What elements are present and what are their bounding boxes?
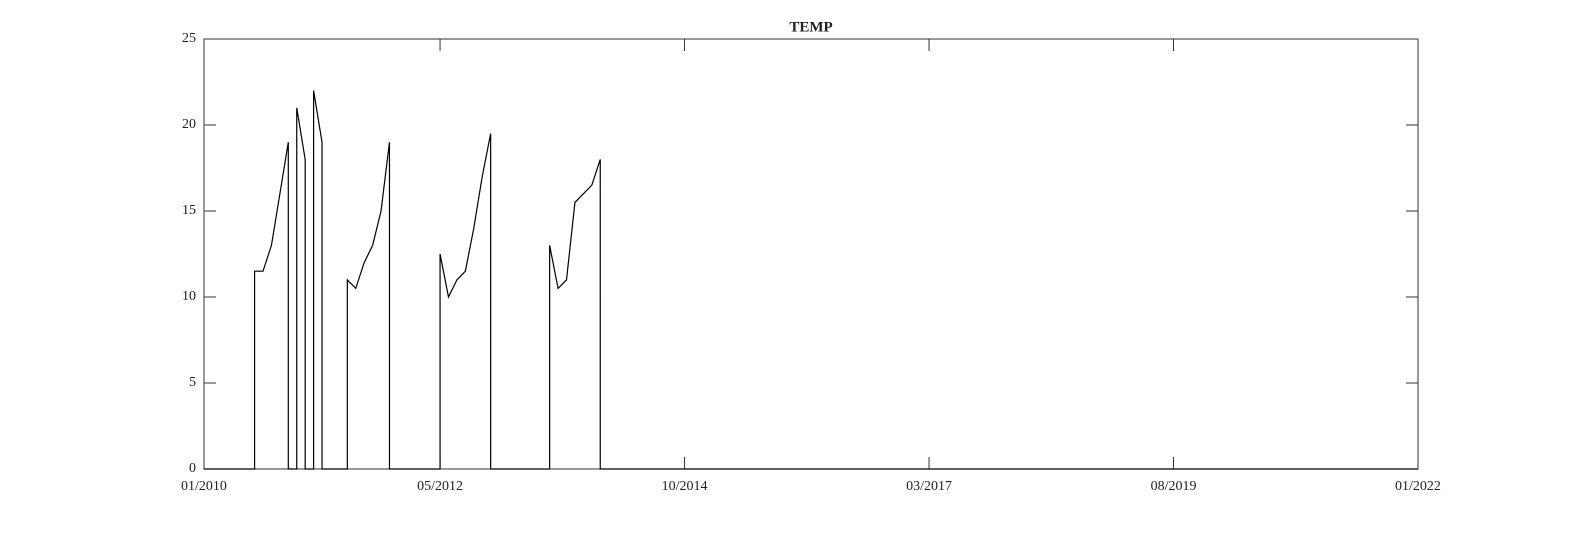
x-tick-label: 01/2022 (1395, 479, 1441, 494)
x-tick-label: 03/2017 (906, 479, 952, 494)
x-tick-label: 01/2010 (181, 479, 227, 494)
y-tick-label: 0 (189, 461, 196, 476)
y-tick-label: 15 (182, 203, 196, 218)
y-tick-label: 25 (182, 31, 196, 46)
x-tick-label: 05/2012 (417, 479, 463, 494)
y-tick-label: 5 (189, 375, 196, 390)
plot-frame (203, 38, 1419, 470)
chart-title: TEMP (789, 19, 832, 35)
data-line (204, 90, 1418, 470)
x-tick-label: 08/2019 (1151, 479, 1197, 494)
x-tick-label: 10/2014 (662, 479, 708, 494)
y-tick-label: 20 (182, 117, 196, 132)
y-tick-label: 10 (182, 289, 196, 304)
